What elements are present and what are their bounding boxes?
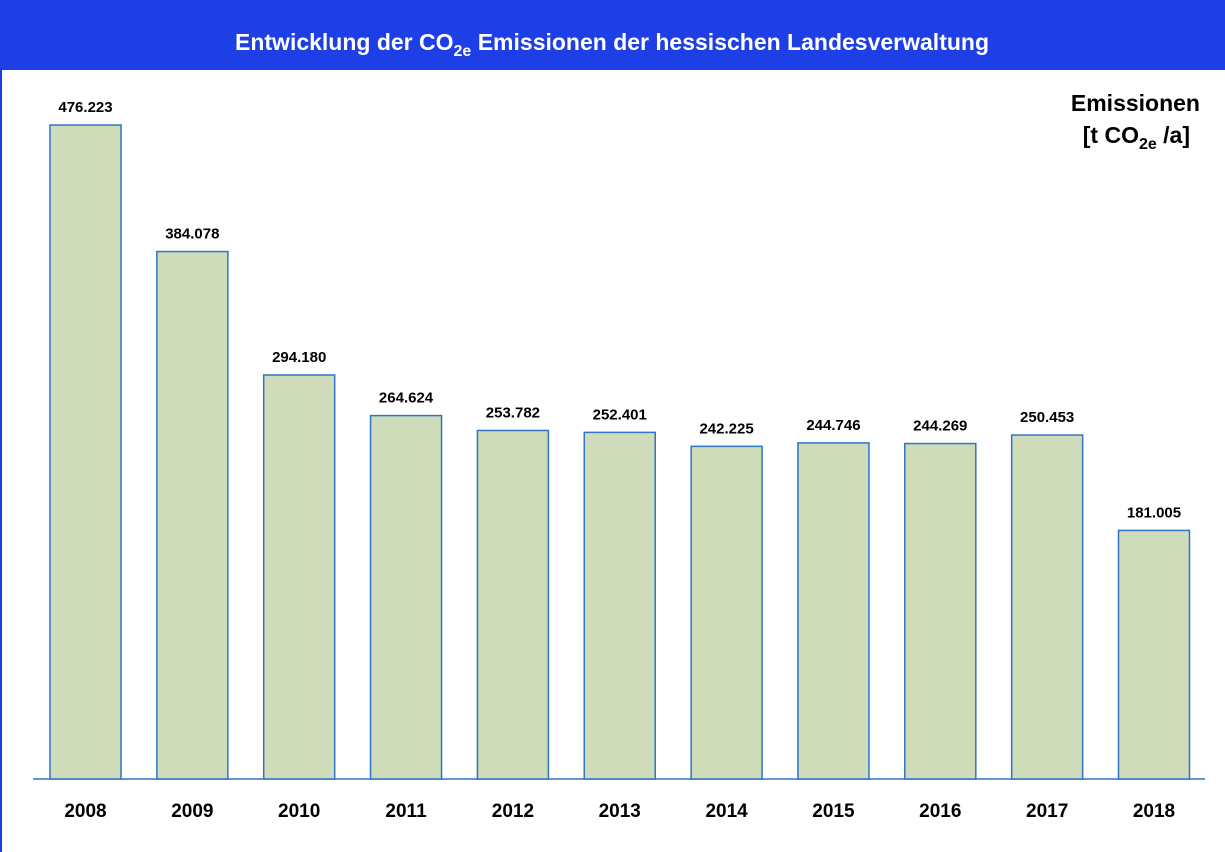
y-axis-label: Emissionen (1071, 90, 1200, 116)
x-tick-label: 2012 (492, 801, 534, 822)
value-label: 294.180 (272, 349, 326, 366)
value-label: 244.746 (806, 417, 860, 434)
value-label: 253.782 (486, 404, 540, 421)
x-tick-label: 2013 (599, 801, 641, 822)
bar (690, 445, 763, 780)
title-part: Emissionen der hessischen Landesverwaltu… (471, 29, 989, 55)
value-label: 244.269 (913, 418, 967, 435)
value-label: 384.078 (165, 226, 219, 243)
bar (904, 442, 977, 780)
bar (1117, 529, 1191, 780)
value-label: 242.225 (699, 420, 753, 437)
x-tick-label: 2008 (64, 801, 106, 822)
bar (49, 124, 122, 780)
value-label: 476.223 (58, 99, 112, 116)
label-part: /a] (1157, 122, 1190, 148)
bar (797, 442, 870, 780)
x-tick-label: 2014 (705, 801, 748, 822)
x-tick-label: 2016 (919, 801, 961, 822)
value-label: 264.624 (379, 390, 434, 407)
value-label: 252.401 (593, 406, 647, 423)
y-axis-label: [t CO2e /a] (1083, 122, 1190, 153)
title-sub: 2e (454, 43, 472, 60)
bar (583, 431, 656, 780)
x-tick-label: 2010 (278, 801, 320, 822)
label-sub: 2e (1139, 136, 1157, 153)
value-label: 250.453 (1020, 409, 1074, 426)
bar (369, 414, 443, 780)
value-label: 181.005 (1127, 504, 1181, 521)
label-part: [t CO (1083, 122, 1139, 148)
x-tick-label: 2017 (1026, 801, 1068, 822)
bar (1010, 434, 1084, 780)
x-tick-label: 2015 (812, 801, 855, 822)
bar (262, 374, 336, 780)
chart-title: Entwicklung der CO2e Emissionen der hess… (235, 29, 989, 60)
title-part: Entwicklung der CO (235, 29, 454, 55)
bar (156, 250, 229, 780)
x-tick-label: 2018 (1133, 801, 1175, 822)
bar (476, 429, 550, 780)
x-tick-label: 2009 (171, 801, 213, 822)
x-tick-label: 2011 (385, 801, 427, 822)
header-bar (0, 0, 1225, 70)
